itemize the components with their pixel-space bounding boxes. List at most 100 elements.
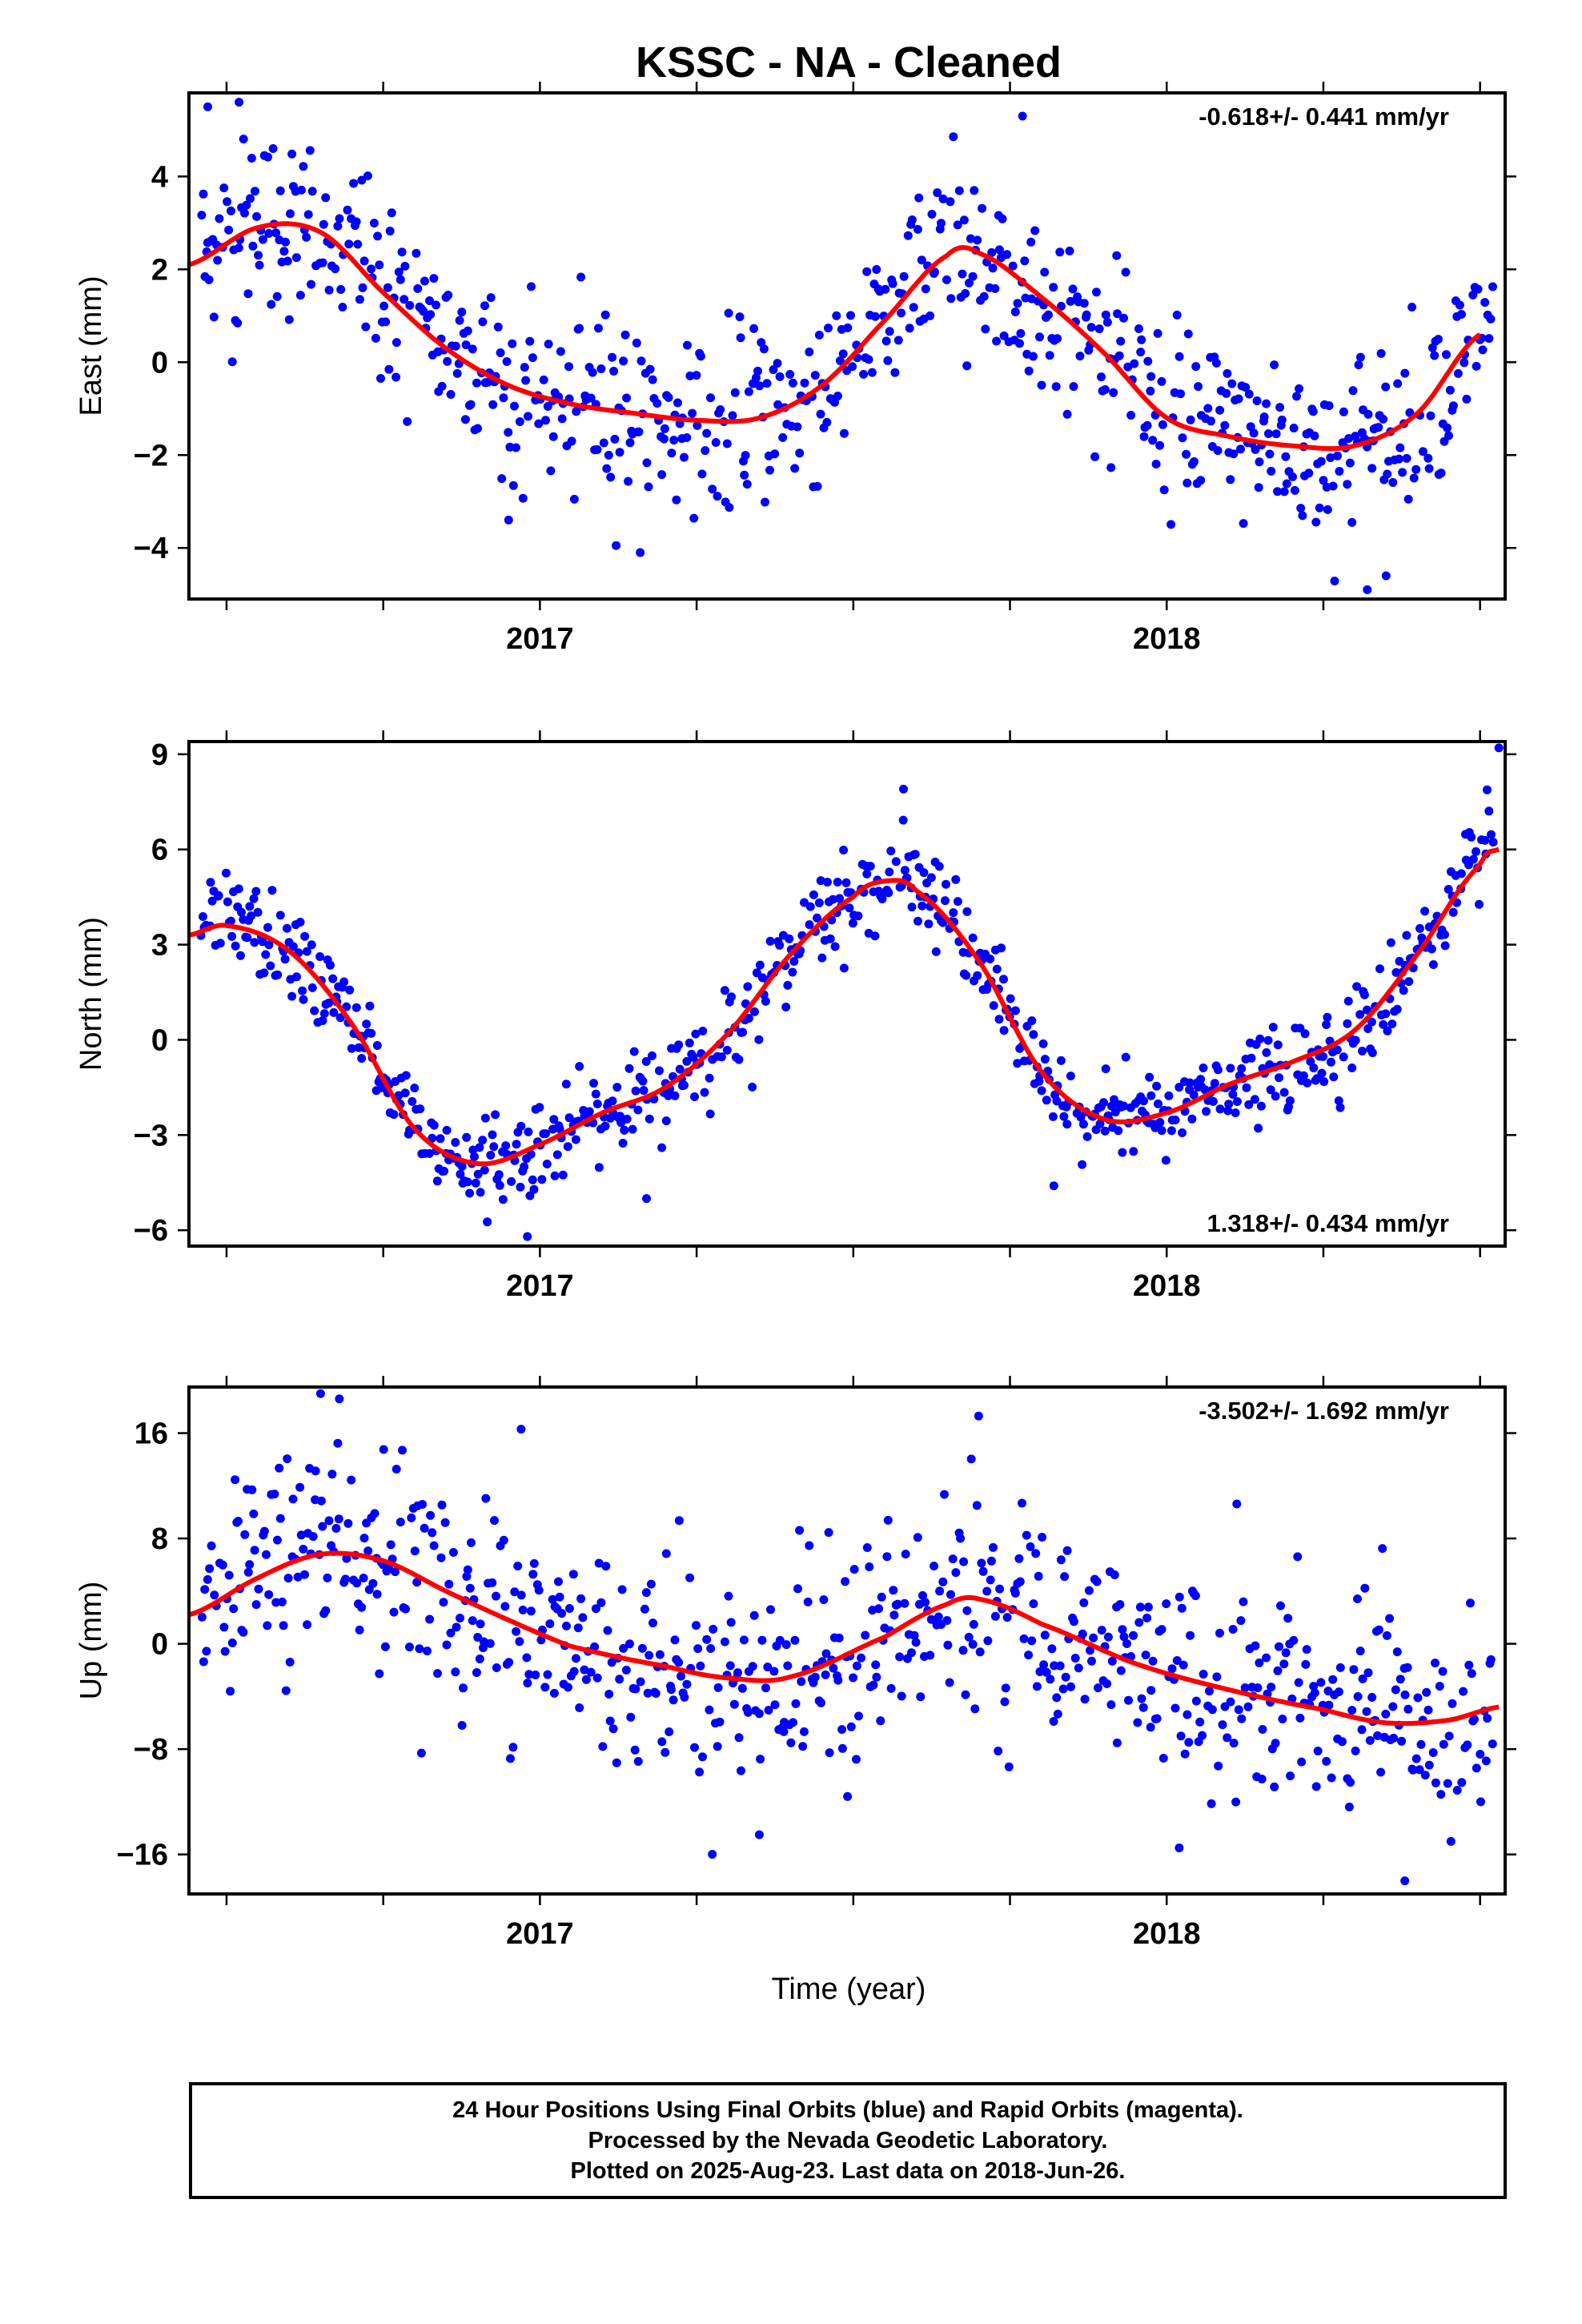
data-point — [1226, 1697, 1235, 1707]
data-point — [1037, 1086, 1046, 1096]
data-point — [1013, 299, 1022, 308]
data-point — [285, 1658, 295, 1667]
data-point — [805, 920, 814, 930]
data-point — [1343, 1019, 1352, 1028]
data-point — [384, 364, 394, 374]
data-point — [349, 179, 359, 188]
data-point — [367, 1028, 376, 1038]
data-point — [526, 1149, 536, 1159]
y-tick-label: 0 — [151, 1628, 168, 1662]
data-point — [258, 235, 267, 244]
data-point — [1363, 1668, 1373, 1678]
data-point — [528, 1570, 538, 1579]
data-point — [239, 1627, 248, 1637]
data-point — [1215, 405, 1225, 415]
y-tick-label: 8 — [151, 1522, 168, 1556]
data-point — [1236, 1616, 1246, 1626]
data-point — [876, 1716, 885, 1726]
data-point — [913, 916, 922, 926]
data-point — [234, 1517, 243, 1526]
data-point — [781, 1003, 791, 1011]
data-point — [329, 1007, 339, 1017]
data-point — [1338, 1737, 1347, 1747]
data-point — [612, 541, 621, 550]
data-point — [750, 1007, 759, 1016]
data-point — [604, 1690, 614, 1699]
data-point — [501, 1141, 511, 1151]
data-point — [279, 1621, 288, 1630]
data-point — [287, 991, 297, 1001]
data-point — [1311, 1782, 1321, 1791]
data-point — [770, 1700, 780, 1710]
data-point — [1060, 1572, 1070, 1582]
data-point — [486, 1151, 496, 1160]
data-point — [840, 428, 849, 438]
data-point — [1431, 1778, 1440, 1787]
data-point — [1116, 336, 1126, 346]
data-point — [504, 1658, 514, 1667]
data-point — [1309, 1063, 1319, 1072]
data-point — [1282, 479, 1291, 489]
data-point — [263, 152, 273, 162]
data-point — [1439, 1739, 1448, 1749]
data-point — [633, 1757, 643, 1766]
data-point — [618, 1139, 628, 1148]
data-point — [1328, 1675, 1338, 1684]
data-point — [697, 469, 707, 479]
data-point — [280, 955, 290, 964]
data-point — [869, 1680, 878, 1690]
data-point — [1139, 432, 1149, 441]
data-point — [546, 466, 556, 476]
data-point — [1381, 1709, 1391, 1719]
data-point — [561, 1080, 571, 1089]
data-point — [612, 1758, 621, 1767]
data-point — [1212, 1672, 1222, 1682]
data-point — [302, 232, 311, 242]
data-point — [730, 388, 740, 397]
data-point — [531, 1671, 540, 1679]
data-point — [496, 348, 505, 357]
data-point — [756, 1755, 765, 1764]
panel-north: −6 −3 0 3 6 9 2017 2018 North (mm) 1.318+/- 0.434… — [74, 730, 1516, 1303]
data-point — [1182, 1710, 1192, 1719]
data-point — [692, 371, 701, 380]
data-point — [1300, 1029, 1310, 1039]
data-point — [1208, 1096, 1218, 1106]
data-point — [234, 884, 243, 894]
data-point — [819, 1595, 829, 1604]
data-point — [251, 1600, 261, 1610]
data-point — [1397, 1736, 1407, 1746]
data-point — [655, 1066, 664, 1076]
data-point — [609, 367, 619, 376]
data-point — [272, 292, 282, 301]
data-point — [1309, 1682, 1319, 1691]
data-point — [1116, 1666, 1126, 1675]
data-point — [283, 1574, 293, 1583]
data-point — [978, 203, 987, 213]
data-point — [500, 1602, 510, 1611]
fit-curve-north — [189, 846, 1500, 1167]
data-point — [456, 1614, 464, 1622]
data-point — [743, 1707, 753, 1717]
data-point — [1112, 251, 1122, 260]
data-point — [1138, 1703, 1148, 1712]
data-point — [829, 895, 837, 904]
data-point — [862, 869, 872, 879]
data-point — [843, 1791, 853, 1801]
y-tick-label: 0 — [151, 1023, 168, 1057]
data-point — [1058, 1684, 1068, 1694]
data-point — [1051, 382, 1061, 392]
data-point — [226, 1687, 235, 1696]
y-axis-label-east: East (mm) — [74, 275, 108, 416]
data-point — [315, 1389, 325, 1398]
data-point — [926, 1651, 935, 1660]
data-point — [1335, 1663, 1345, 1672]
data-point — [214, 891, 223, 900]
data-point — [958, 1646, 968, 1655]
data-point — [248, 241, 258, 251]
data-point — [639, 1086, 648, 1096]
data-point — [979, 292, 989, 301]
data-point — [989, 1001, 998, 1011]
data-point — [343, 1518, 353, 1528]
data-point — [897, 308, 906, 318]
